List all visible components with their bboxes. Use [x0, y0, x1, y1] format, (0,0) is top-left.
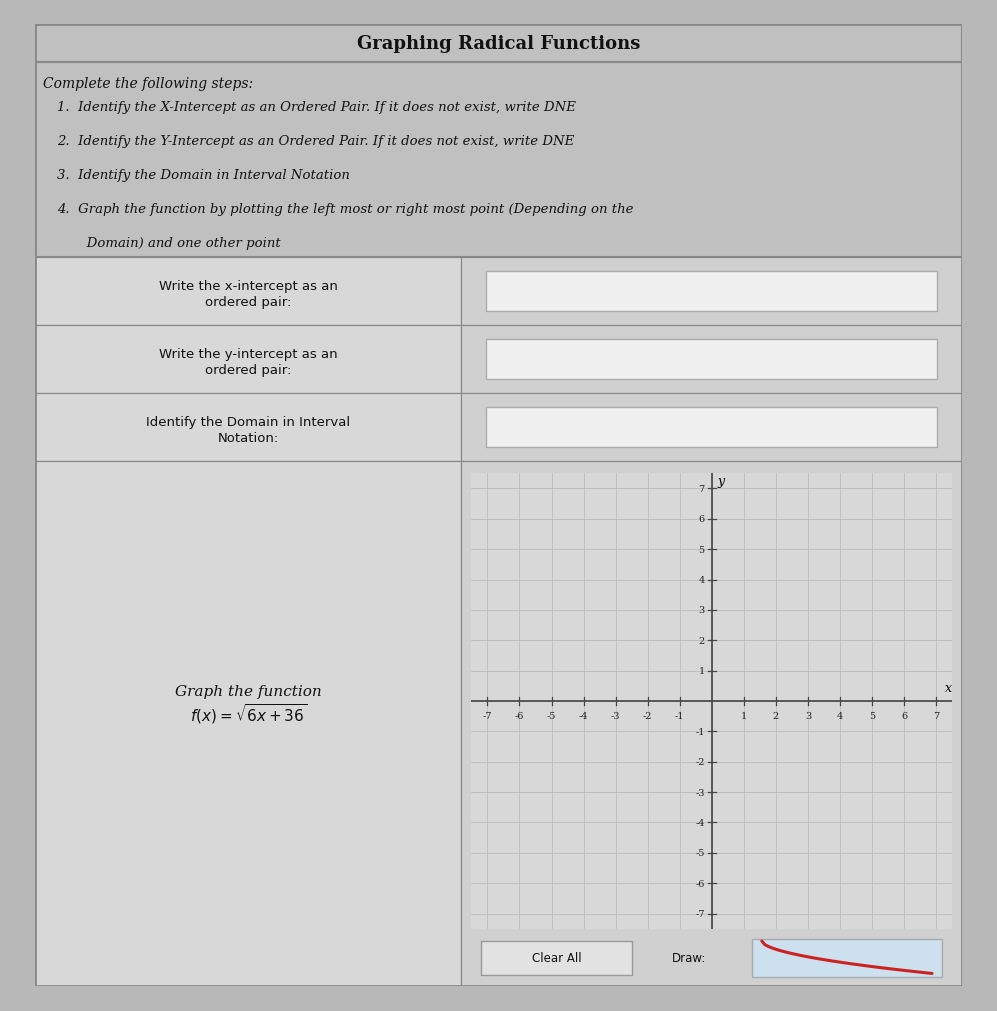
Text: -3: -3 — [611, 711, 620, 720]
Text: 2: 2 — [699, 636, 705, 645]
Text: Notation:: Notation: — [217, 432, 279, 445]
Text: Graph the function: Graph the function — [174, 684, 321, 699]
Text: -6: -6 — [695, 879, 705, 888]
Text: 6: 6 — [901, 711, 907, 720]
Text: 3.  Identify the Domain in Interval Notation: 3. Identify the Domain in Interval Notat… — [57, 169, 350, 182]
Text: -1: -1 — [695, 727, 705, 736]
Bar — [35, 394, 462, 462]
Text: Complete the following steps:: Complete the following steps: — [43, 77, 253, 91]
Text: 1: 1 — [741, 711, 747, 720]
Text: ordered pair:: ordered pair: — [205, 295, 291, 308]
Text: -6: -6 — [514, 711, 524, 720]
Text: -3: -3 — [695, 788, 705, 797]
Bar — [462, 462, 962, 986]
Text: Write the y-intercept as an: Write the y-intercept as an — [159, 348, 337, 361]
Text: x: x — [945, 681, 952, 695]
Text: 2.  Identify the Y-Intercept as an Ordered Pair. If it does not exist, write DNE: 2. Identify the Y-Intercept as an Ordere… — [57, 135, 574, 149]
Bar — [487, 272, 937, 312]
Text: 4: 4 — [699, 575, 705, 584]
Text: 3: 3 — [805, 711, 811, 720]
Text: 4: 4 — [836, 711, 843, 720]
Text: 1: 1 — [699, 666, 705, 675]
Bar — [462, 394, 962, 462]
Text: 2: 2 — [773, 711, 779, 720]
Text: 6: 6 — [699, 515, 705, 524]
Text: -2: -2 — [643, 711, 652, 720]
Text: -4: -4 — [695, 818, 705, 827]
Text: $f(x) = \sqrt{6x+36}$: $f(x) = \sqrt{6x+36}$ — [189, 702, 307, 725]
Text: Identify the Domain in Interval: Identify the Domain in Interval — [147, 416, 350, 429]
Bar — [462, 258, 962, 326]
Bar — [487, 407, 937, 448]
Text: -4: -4 — [579, 711, 588, 720]
Bar — [35, 64, 962, 258]
Text: Write the x-intercept as an: Write the x-intercept as an — [159, 279, 338, 292]
Bar — [35, 462, 462, 986]
Text: 4.  Graph the function by plotting the left most or right most point (Depending : 4. Graph the function by plotting the le… — [57, 203, 633, 216]
Text: 7: 7 — [699, 484, 705, 493]
Text: Draw:: Draw: — [672, 950, 706, 963]
Text: y: y — [718, 475, 725, 488]
Text: 5: 5 — [699, 545, 705, 554]
Text: 3: 3 — [699, 606, 705, 615]
Text: 1.  Identify the X-Intercept as an Ordered Pair. If it does not exist, write DNE: 1. Identify the X-Intercept as an Ordere… — [57, 101, 576, 114]
Bar — [482, 941, 632, 976]
Bar — [35, 326, 462, 394]
Text: 7: 7 — [933, 711, 939, 720]
Bar — [462, 326, 962, 394]
Bar — [752, 939, 942, 977]
Bar — [35, 25, 962, 64]
Text: -2: -2 — [695, 757, 705, 766]
Text: 5: 5 — [869, 711, 875, 720]
Text: Domain) and one other point: Domain) and one other point — [57, 237, 280, 250]
Text: -5: -5 — [695, 848, 705, 857]
Bar — [35, 258, 462, 326]
Text: ordered pair:: ordered pair: — [205, 363, 291, 376]
Text: -1: -1 — [675, 711, 685, 720]
Text: -7: -7 — [695, 909, 705, 918]
Text: Clear All: Clear All — [531, 950, 581, 963]
Text: -7: -7 — [483, 711, 493, 720]
Text: Graphing Radical Functions: Graphing Radical Functions — [357, 35, 640, 54]
Text: -5: -5 — [546, 711, 556, 720]
Bar — [487, 340, 937, 380]
